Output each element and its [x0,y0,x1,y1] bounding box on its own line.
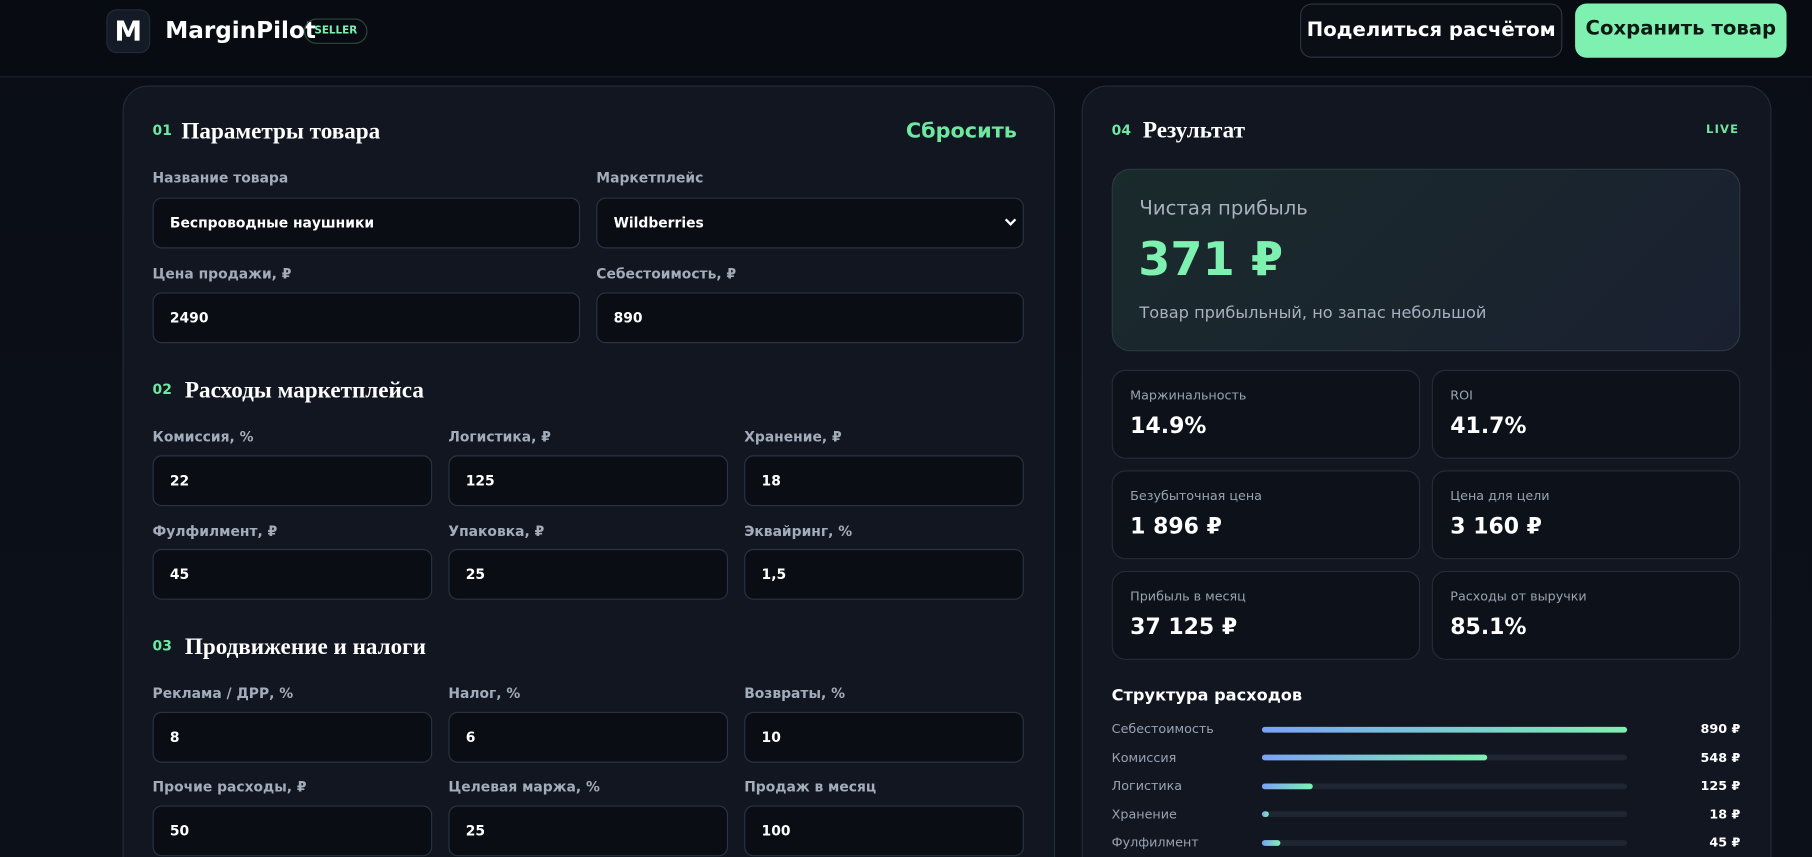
metric-label: Цена для цели [1450,488,1550,504]
field-input[interactable]: Беспроводные наушники [152,197,581,249]
metric-card [1111,369,1421,459]
metric-value: 14.9% [1130,413,1207,439]
field-input[interactable]: 50 [152,805,433,857]
metric-label: Маржинальность [1130,387,1247,403]
field-input[interactable]: Wildberries [596,197,1024,249]
metric-card [1431,570,1741,660]
metric-card [1111,570,1421,660]
expense-track [1261,782,1628,789]
metric-value: 3 160 ₽ [1450,513,1542,540]
expense-bar [1261,782,1314,789]
metric-value: 41.7% [1450,413,1527,439]
expense-value: 125 ₽ [1700,778,1741,794]
field-input[interactable]: 10 [744,711,1024,763]
expense-name: Комиссия [1111,749,1177,766]
field-label: Название товара [152,169,289,187]
field-label: Хранение, ₽ [744,428,842,445]
field-label: Упаковка, ₽ [448,523,545,540]
section-title: Параметры товара [181,119,381,145]
section-number: 02 [152,381,172,398]
expense-value: 890 ₽ [1700,721,1741,737]
field-input[interactable]: 25 [448,805,729,857]
field-input[interactable]: 45 [152,548,433,600]
field-label: Эквайринг, % [744,523,853,540]
save-button[interactable]: Сохранить товар [1575,3,1787,58]
logo: M [106,9,151,54]
field-input[interactable]: 22 [152,455,433,507]
expense-bar [1261,811,1270,818]
field-label: Возвраты, % [744,685,845,702]
metric-card [1431,369,1741,459]
brand: MarginPilot [165,16,316,44]
metric-label: Прибыль в месяц [1130,588,1246,604]
metric-label: Расходы от выручки [1450,588,1587,604]
live-badge: LIVE [1706,123,1740,137]
field-label: Себестоимость, ₽ [596,265,737,282]
field-label: Налог, % [448,685,521,702]
section-title: Результат [1142,117,1245,144]
section-number: 04 [1111,122,1131,139]
field-input[interactable]: 125 [448,455,729,507]
profit-value: 371 ₽ [1138,233,1284,287]
structure-title: Структура расходов [1111,686,1303,705]
field-label: Целевая маржа, % [448,778,600,796]
metric-value: 37 125 ₽ [1130,614,1238,640]
expense-track [1261,811,1628,818]
expense-name: Фулфилмент [1111,834,1199,850]
field-input[interactable]: 100 [744,805,1024,857]
field-label: Цена продажи, ₽ [152,265,292,282]
metric-label: Безубыточная цена [1130,488,1262,504]
field-label: Реклама / ДРР, % [152,685,294,702]
expense-value: 18 ₽ [1709,806,1741,822]
section-title: Продвижение и налоги [184,634,427,660]
field-label: Маркетплейс [596,169,704,187]
profit-card [1111,168,1741,352]
metric-card [1111,470,1421,560]
section-number: 01 [152,122,172,139]
field-label: Прочие расходы, ₽ [152,778,307,796]
field-input[interactable]: 2490 [152,292,581,344]
field-label: Фулфилмент, ₽ [152,523,278,540]
seller-badge: SELLER [303,18,368,44]
expense-name: Хранение [1111,806,1177,822]
expense-bar [1261,839,1281,846]
share-button[interactable]: Поделиться расчётом [1300,3,1563,58]
metric-value: 85.1% [1450,614,1527,640]
expense-track [1261,839,1628,846]
expense-bar [1261,726,1628,733]
field-input[interactable]: 18 [744,455,1024,507]
field-input[interactable]: 8 [152,711,433,763]
expense-value: 45 ₽ [1709,834,1741,850]
field-label: Комиссия, % [152,428,254,445]
profit-note: Товар прибыльный, но запас небольшой [1139,303,1487,323]
metric-card [1431,470,1741,560]
expense-bar [1261,754,1487,761]
field-label: Продаж в месяц [744,778,877,796]
expense-value: 548 ₽ [1700,749,1741,766]
expense-name: Себестоимость [1111,721,1214,737]
expense-name: Логистика [1111,778,1183,794]
field-input[interactable]: 25 [448,548,729,600]
section-number: 03 [152,637,172,655]
field-label: Логистика, ₽ [448,428,551,445]
field-input[interactable]: 6 [448,711,729,763]
metric-label: ROI [1450,387,1473,403]
field-input[interactable]: 890 [596,292,1024,344]
metric-value: 1 896 ₽ [1130,513,1222,540]
field-input[interactable]: 1,5 [744,548,1024,600]
reset-button[interactable]: Сбросить [905,119,1017,144]
profit-label: Чистая прибыль [1139,197,1308,221]
section-title: Расходы маркетплейса [184,377,424,404]
